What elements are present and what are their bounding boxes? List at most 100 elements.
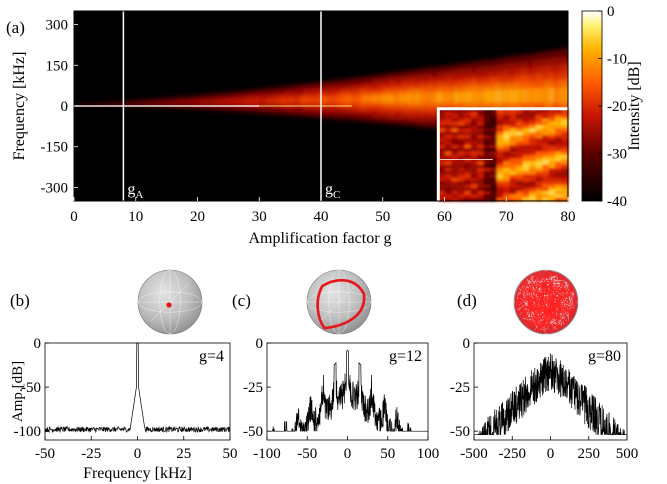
- inset-cell: [451, 141, 459, 146]
- orbit-trajectory: [316, 279, 366, 330]
- heatmap-cell: [355, 95, 360, 103]
- inset-cell: [542, 121, 550, 126]
- inset-cell: [529, 138, 537, 143]
- spectrum-line: [267, 349, 428, 432]
- inset-cell: [561, 174, 569, 179]
- inset-cell: [490, 145, 498, 149]
- inset-cell: [529, 141, 537, 146]
- inset-cell: [470, 184, 478, 189]
- inset-cell: [561, 141, 569, 146]
- inset-cell: [516, 135, 524, 139]
- heatmap-cell: [216, 100, 222, 104]
- inset-cell: [483, 108, 491, 113]
- inset-cell: [535, 128, 543, 133]
- panel-label: (d): [457, 291, 477, 310]
- inset-cell: [555, 138, 562, 143]
- inset-cell: [535, 131, 543, 136]
- inset-cell: [438, 141, 446, 146]
- inset-cell: [470, 194, 478, 199]
- inset-cell: [438, 125, 446, 129]
- inset-cell: [535, 158, 543, 162]
- inset-cell: [490, 115, 498, 120]
- inset-cell: [496, 161, 504, 166]
- heatmap-cell: [411, 93, 416, 103]
- heatmap-cell: [169, 101, 174, 104]
- inset-cell: [483, 121, 491, 126]
- inset-cell: [516, 158, 524, 162]
- heatmap-cell: [333, 96, 339, 103]
- inset-cell: [477, 151, 485, 156]
- inset-cell: [490, 174, 498, 179]
- g-annotation: g=12: [389, 348, 422, 365]
- heatmap-cell: [303, 97, 308, 103]
- inset-cell: [542, 108, 550, 113]
- inset-cell: [555, 164, 562, 169]
- inset-cell: [555, 145, 562, 149]
- inset-cell: [438, 161, 446, 166]
- inset-cell: [522, 151, 530, 156]
- inset-cell: [464, 177, 472, 182]
- inset-cell: [542, 131, 550, 136]
- x-tick-label: 0: [70, 209, 78, 225]
- inset-cell: [561, 125, 569, 129]
- inset-cell: [522, 164, 530, 169]
- colorbar: 0 -10 -20 -30 -40 Intensity [dB]: [581, 4, 643, 210]
- inset-cell: [470, 131, 478, 136]
- inset-cell: [451, 181, 459, 185]
- inset-cell: [542, 141, 550, 146]
- heatmap-cell: [307, 97, 313, 103]
- inset-cell: [496, 164, 504, 169]
- heatmap-cell: [458, 91, 464, 103]
- inset-cell: [542, 174, 550, 179]
- inset-cell: [535, 171, 543, 176]
- inset-cell: [529, 181, 537, 185]
- heatmap-cell: [233, 99, 239, 104]
- inset-cell: [483, 115, 491, 120]
- heatmap-inset: [436, 107, 569, 202]
- inset-cell: [522, 161, 530, 166]
- inset-cell: [438, 174, 446, 179]
- inset-cell: [509, 108, 517, 113]
- inset-cell: [457, 118, 465, 123]
- heatmap-cell: [501, 89, 507, 103]
- inset-cell: [464, 131, 472, 136]
- inset-cell: [464, 164, 472, 169]
- inset-cell: [529, 108, 537, 113]
- inset-cell: [444, 164, 452, 169]
- inset-cell: [522, 177, 530, 182]
- inset-cell: [464, 184, 472, 189]
- inset-cell: [509, 191, 517, 195]
- panel-c: (c) -100 -50 0 50 100 0 -25 -50 g=12: [232, 269, 439, 462]
- colorbar-tick-label: -40: [607, 194, 627, 210]
- inset-cell: [529, 151, 537, 156]
- inset-cell: [483, 184, 491, 189]
- inset-cell: [542, 187, 550, 192]
- inset-cell: [444, 145, 452, 149]
- inset-cell: [555, 135, 562, 139]
- inset-cell: [522, 194, 530, 199]
- inset-cell: [457, 181, 465, 185]
- inset-cell: [444, 121, 452, 126]
- inset-cell: [477, 184, 485, 189]
- inset-cell: [457, 112, 465, 116]
- inset-cell: [470, 135, 478, 139]
- inset-cell: [444, 168, 452, 172]
- x-tick-label: 0: [134, 446, 142, 462]
- inset-cell: [444, 184, 452, 189]
- heatmap-cell: [372, 94, 377, 103]
- inset-cell: [509, 158, 517, 162]
- inset-cell: [542, 164, 550, 169]
- inset-cell: [548, 164, 556, 169]
- inset-cell: [470, 168, 478, 172]
- inset-cell: [535, 118, 543, 123]
- inset-cell: [490, 108, 498, 113]
- inset-cell: [542, 171, 550, 176]
- inset-cell: [438, 154, 446, 159]
- inset-cell: [555, 158, 562, 162]
- inset-cell: [509, 177, 517, 182]
- heatmap-cell: [182, 101, 187, 104]
- inset-cell: [444, 108, 452, 113]
- inset-cell: [516, 151, 524, 156]
- inset-cell: [483, 138, 491, 143]
- inset-cell: [451, 138, 459, 143]
